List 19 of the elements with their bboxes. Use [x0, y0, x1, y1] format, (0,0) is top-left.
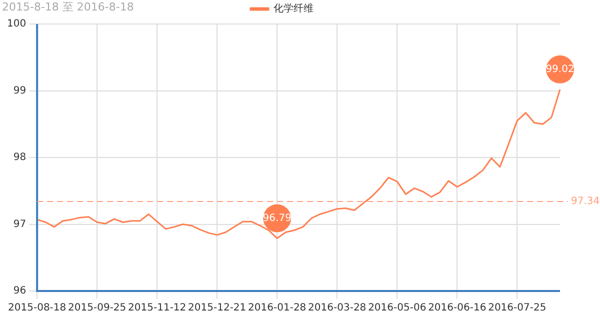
x-tick-label: 2016-05-06 [368, 302, 426, 314]
ref-line-label: 97.34 [571, 196, 600, 208]
y-tick-label: 99 [13, 85, 26, 96]
y-tick-label: 96 [13, 286, 26, 297]
y-tick-label: 98 [13, 152, 26, 164]
y-tick-label: 97 [13, 218, 26, 230]
legend-label: 化学纤维 [274, 2, 314, 15]
x-tick-label: 2016-07-25 [488, 302, 546, 314]
y-tick-label: 100 [6, 18, 26, 30]
x-tick-label: 2015-08-18 [8, 302, 66, 314]
x-tick-label: 2016-03-28 [308, 302, 366, 314]
x-tick-label: 2015-09-25 [68, 302, 126, 314]
x-tick-label: 2015-12-21 [188, 302, 246, 314]
annotation: 99.02 [546, 64, 574, 76]
x-tick-label: 2016-06-16 [428, 302, 486, 314]
chart-title: 2015-8-18 至 2016-8-18 [2, 0, 134, 14]
annotation: 96.79 [262, 212, 292, 224]
x-tick-label: 2015-11-12 [128, 302, 186, 314]
x-tick-label: 2016-01-28 [248, 302, 306, 314]
